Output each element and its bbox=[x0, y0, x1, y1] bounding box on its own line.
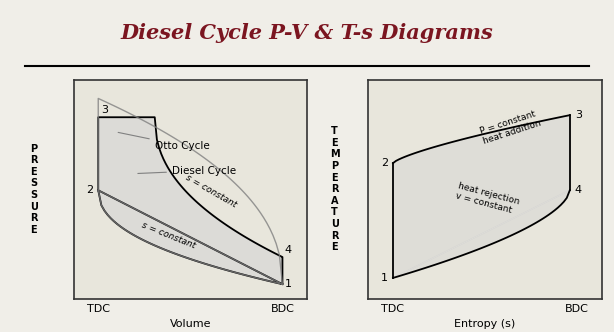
Text: s = constant: s = constant bbox=[140, 221, 196, 251]
Text: heat rejection
v = constant: heat rejection v = constant bbox=[454, 181, 521, 216]
Text: 2: 2 bbox=[86, 185, 93, 195]
Text: 4: 4 bbox=[285, 245, 292, 255]
Text: 1: 1 bbox=[285, 279, 292, 289]
Text: T
E
M
P
E
R
A
T
U
R
E: T E M P E R A T U R E bbox=[330, 126, 340, 252]
Text: P = constant
heat addition: P = constant heat addition bbox=[479, 109, 542, 146]
Text: 3: 3 bbox=[575, 110, 581, 120]
Text: s = constant: s = constant bbox=[184, 173, 238, 209]
Polygon shape bbox=[393, 115, 570, 278]
Text: Otto Cycle: Otto Cycle bbox=[118, 132, 209, 150]
Text: 3: 3 bbox=[101, 105, 107, 115]
Text: P
R
E
S
S
U
R
E: P R E S S U R E bbox=[30, 144, 37, 235]
Polygon shape bbox=[98, 117, 282, 284]
Text: Diesel Cycle: Diesel Cycle bbox=[138, 166, 236, 176]
Text: 4: 4 bbox=[575, 185, 582, 195]
X-axis label: Volume: Volume bbox=[169, 319, 211, 329]
X-axis label: Entropy (s): Entropy (s) bbox=[454, 319, 516, 329]
Text: Diesel Cycle P-V & T-s Diagrams: Diesel Cycle P-V & T-s Diagrams bbox=[120, 23, 494, 43]
Text: 2: 2 bbox=[381, 158, 388, 168]
Text: 1: 1 bbox=[381, 273, 388, 283]
